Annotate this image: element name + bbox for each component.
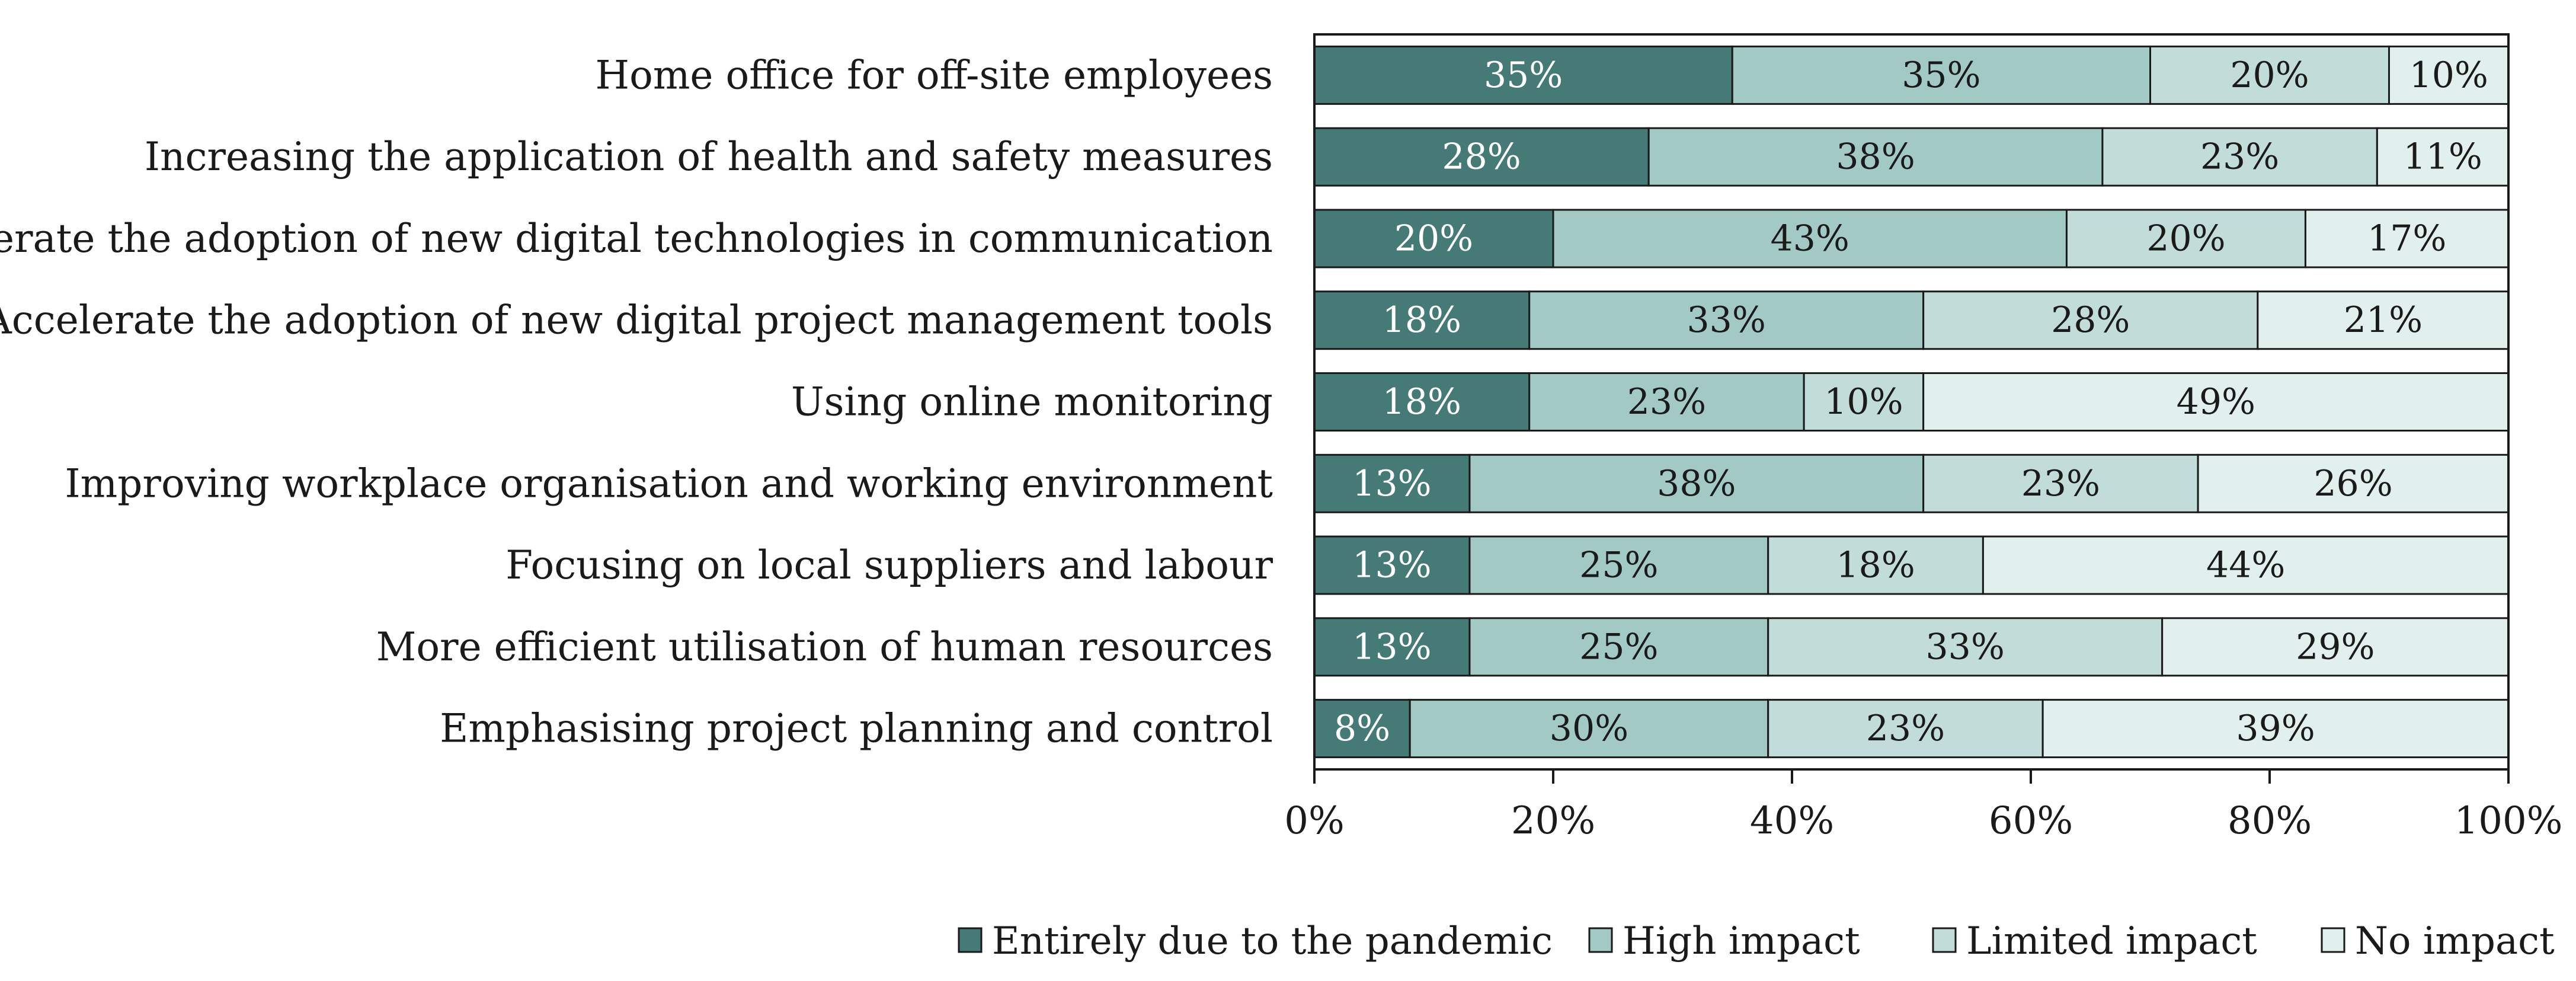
data-label: 28% bbox=[2051, 299, 2130, 341]
category-label: Accelerate the adoption of new digital t… bbox=[0, 216, 1273, 261]
data-label: 35% bbox=[1902, 55, 1980, 96]
data-label: 8% bbox=[1334, 708, 1390, 749]
data-label: 23% bbox=[1627, 381, 1706, 423]
bar-segment-4 bbox=[2197, 453, 2510, 513]
bar-segment-2 bbox=[1468, 535, 1769, 595]
bar-segment-2 bbox=[1647, 127, 2104, 187]
bar-segment-2 bbox=[1552, 209, 2068, 269]
bar-segment-1 bbox=[1313, 699, 1411, 759]
bar-segment-2 bbox=[1468, 617, 1769, 677]
bar-segment-2 bbox=[1468, 453, 1925, 513]
bar-segment-4 bbox=[1922, 372, 2510, 432]
data-label: 20% bbox=[2230, 55, 2309, 96]
category-label: More efficient utilisation of human reso… bbox=[376, 624, 1273, 670]
category-label: Home office for off-site employees bbox=[596, 52, 1273, 98]
bar-segment-4 bbox=[2304, 209, 2510, 269]
bar-segment-1 bbox=[1313, 372, 1531, 432]
bar-segment-4 bbox=[2376, 127, 2510, 187]
bar-segment-3 bbox=[1922, 290, 2259, 350]
bar-segment-3 bbox=[1922, 453, 2199, 513]
data-label: 30% bbox=[1550, 708, 1628, 749]
bar-segment-1 bbox=[1313, 617, 1471, 677]
data-label: 10% bbox=[1824, 381, 1903, 423]
data-label: 29% bbox=[2296, 626, 2375, 667]
data-label: 44% bbox=[2206, 545, 2285, 586]
data-label: 23% bbox=[2200, 136, 2279, 178]
category-label: Accelerate the adoption of new digital p… bbox=[0, 298, 1273, 343]
x-tick-label: 20% bbox=[1511, 799, 1595, 843]
category-labels: Home office for off-site employees Increa… bbox=[0, 52, 1273, 751]
bar-segment-2 bbox=[1528, 290, 1925, 350]
bar-segment-2 bbox=[1731, 45, 2151, 105]
legend-label: High impact bbox=[1623, 919, 1860, 963]
category-label: Focusing on local suppliers and labour bbox=[505, 542, 1273, 588]
bar-segment-1 bbox=[1313, 127, 1650, 187]
x-tick-label: 40% bbox=[1750, 799, 1834, 843]
x-tick-label: 60% bbox=[1989, 799, 2073, 843]
data-label: 20% bbox=[1394, 218, 1473, 259]
data-label: 18% bbox=[1383, 299, 1461, 341]
category-label: Using online monitoring bbox=[791, 379, 1273, 425]
data-label: 38% bbox=[1836, 136, 1915, 178]
x-tick-label: 100% bbox=[2455, 799, 2563, 843]
data-label: 25% bbox=[1579, 626, 1658, 667]
data-label: 18% bbox=[1383, 381, 1461, 423]
data-label: 23% bbox=[2021, 463, 2100, 504]
category-label: Improving workplace organisation and wor… bbox=[65, 461, 1273, 506]
data-label: 33% bbox=[1925, 626, 2004, 667]
bars-layer: 35% 35% 20% 10%28% 38% 23% 11%20% 43% 20% 17%18% 3… bbox=[1313, 45, 2510, 759]
category-label: Increasing the application of health and… bbox=[145, 134, 1273, 180]
data-label: 10% bbox=[2409, 55, 2488, 96]
data-label: 20% bbox=[2146, 218, 2225, 259]
bar-segment-4 bbox=[2257, 290, 2510, 350]
legend-label: No impact bbox=[2355, 919, 2555, 963]
bar-segment-2 bbox=[1528, 372, 1805, 432]
bar-segment-3 bbox=[1803, 372, 1925, 432]
bar-segment-1 bbox=[1313, 535, 1471, 595]
bar-segment-3 bbox=[2149, 45, 2390, 105]
legend-swatch bbox=[2321, 927, 2345, 953]
legend-swatch bbox=[1588, 927, 1613, 953]
data-label: 25% bbox=[1579, 545, 1658, 586]
bar-segment-1 bbox=[1313, 45, 1733, 105]
category-label: Emphasising project planning and control bbox=[440, 706, 1273, 752]
data-label: 13% bbox=[1352, 545, 1431, 586]
plot-frame bbox=[1313, 33, 2510, 771]
data-label: 35% bbox=[1484, 55, 1563, 96]
data-label: 17% bbox=[2367, 218, 2446, 259]
data-label: 43% bbox=[1771, 218, 1849, 259]
data-label: 18% bbox=[1836, 545, 1915, 586]
x-tick-label: 80% bbox=[2228, 799, 2312, 843]
bar-segment-3 bbox=[1767, 699, 2044, 759]
bar-segment-3 bbox=[2065, 209, 2306, 269]
legend-label: Limited impact bbox=[1966, 919, 2257, 963]
data-label: 49% bbox=[2177, 381, 2255, 423]
data-label: 28% bbox=[1442, 136, 1521, 178]
data-label: 38% bbox=[1657, 463, 1736, 504]
data-label: 13% bbox=[1352, 463, 1431, 504]
bar-segment-1 bbox=[1313, 453, 1471, 513]
data-label: 11% bbox=[2403, 136, 2482, 178]
legend-label: Entirely due to the pandemic bbox=[992, 919, 1553, 963]
legend-swatch bbox=[958, 927, 983, 953]
legend-swatch bbox=[1932, 927, 1957, 953]
data-label: 39% bbox=[2236, 708, 2315, 749]
data-label: 33% bbox=[1687, 299, 1765, 341]
data-label: 23% bbox=[1866, 708, 1945, 749]
legend: Entirely due to the pandemic High impact L… bbox=[958, 919, 2555, 963]
x-tick-label: 0% bbox=[1284, 799, 1345, 843]
data-label: 26% bbox=[2313, 463, 2392, 504]
bar-segment-4 bbox=[2388, 45, 2510, 105]
data-label: 13% bbox=[1352, 626, 1431, 667]
x-axis: 0% 20% 40% 60% 80% 100% bbox=[1284, 33, 2563, 843]
data-label: 21% bbox=[2344, 299, 2423, 341]
bar-segment-3 bbox=[1767, 617, 2164, 677]
